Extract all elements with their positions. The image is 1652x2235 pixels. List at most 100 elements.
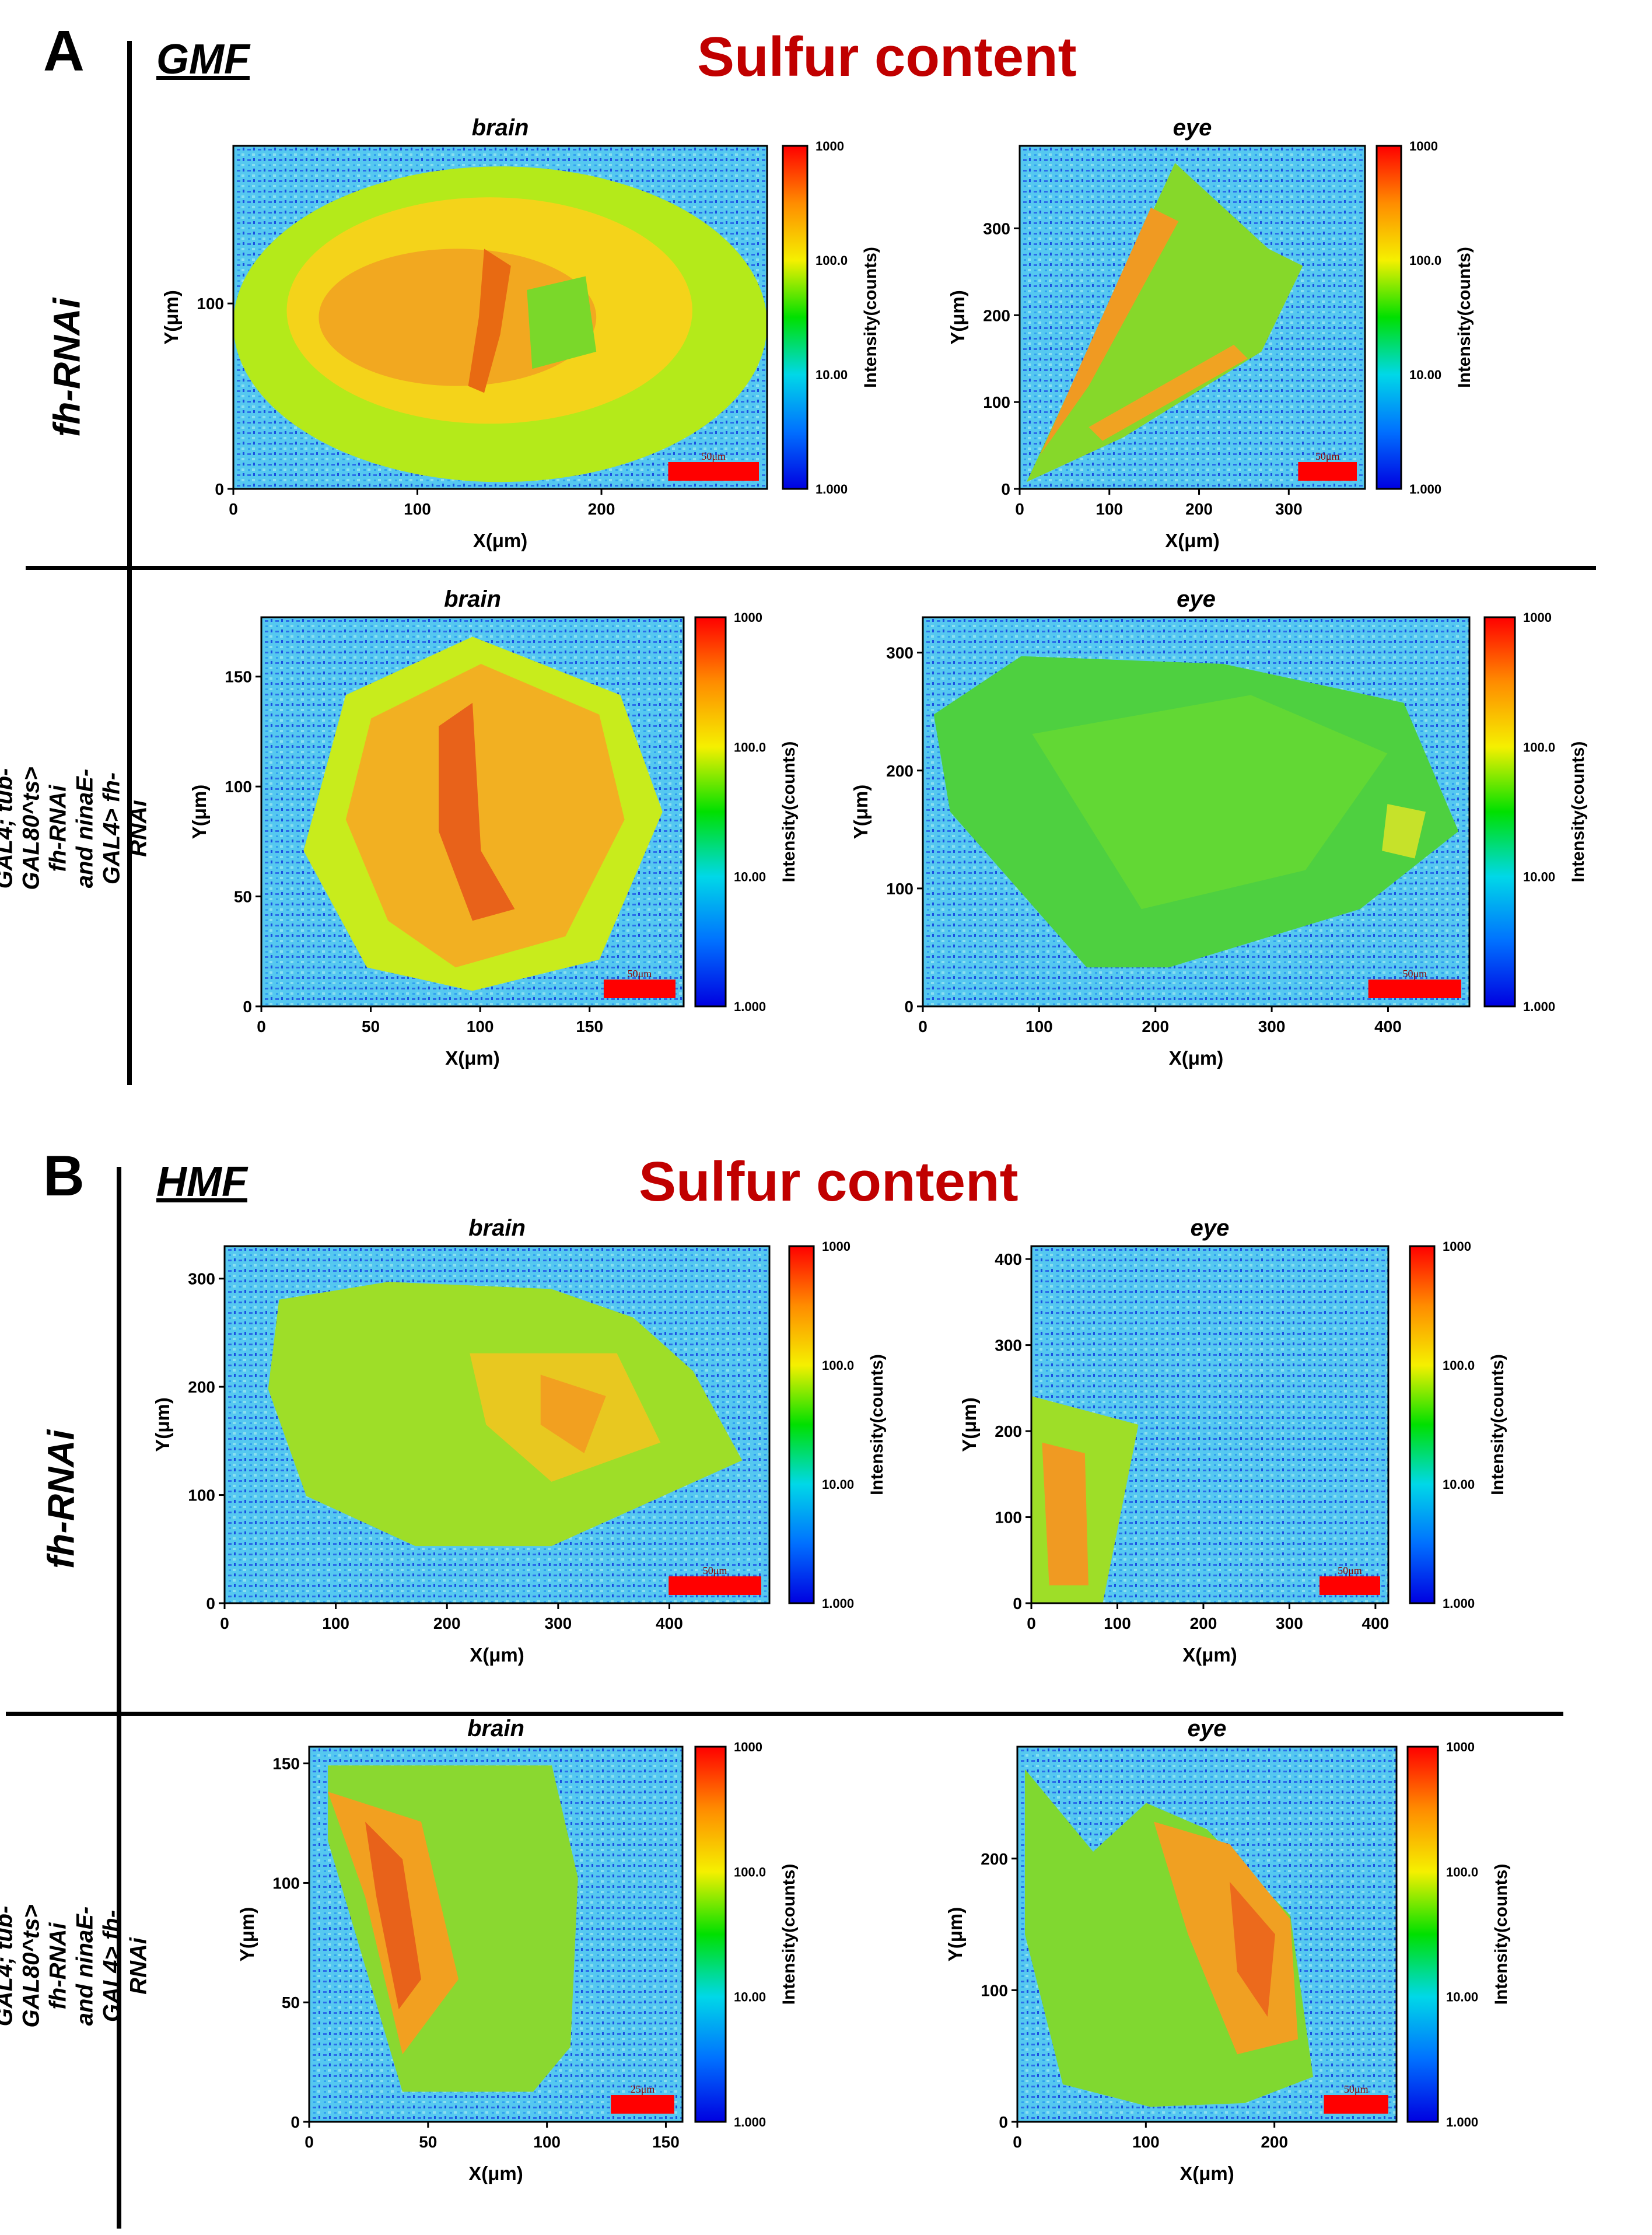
y-tick-label: 100 xyxy=(225,778,252,796)
heatmap-group: eye 0 100 200 300 400 0 100 200 300 400 X(μm) Y(μm) 5… xyxy=(958,1215,1507,1666)
colorbar-tick-label: 1.000 xyxy=(1446,2115,1478,2129)
colorbar xyxy=(788,1245,815,1604)
panel-letter-a: A xyxy=(43,19,85,83)
tissue-layer xyxy=(345,664,625,968)
x-tick-label: 400 xyxy=(656,1614,683,1632)
x-axis-label: X(μm) xyxy=(445,1047,500,1069)
colorbar-tick-label: 10.00 xyxy=(816,368,848,382)
x-tick-label: 100 xyxy=(1132,2133,1160,2151)
x-tick-label: 100 xyxy=(533,2133,561,2151)
plot-frame xyxy=(308,1746,684,2123)
y-tick-label: 300 xyxy=(188,1270,215,1288)
plot-frame xyxy=(1019,145,1366,490)
colorbar-title: Intensity(counts) xyxy=(779,741,799,883)
x-tick-label: 300 xyxy=(1276,1614,1303,1632)
condition-label-gmf: GMF xyxy=(156,36,250,83)
scale-bar xyxy=(1298,462,1357,481)
heatmap-group: brain 0 100 200 0 100 X(μm) Y(μm) 50μm 1000 100.0 1… xyxy=(160,115,880,551)
colorbar xyxy=(694,616,727,1008)
colorbar-tick-label: 1000 xyxy=(822,1239,850,1254)
map-a-repo-eye: eye 0 100 200 300 400 0 100 200 300 X(μm) Y(μm) 50μm… xyxy=(850,586,1588,1069)
plot-frame xyxy=(232,145,768,490)
condition-label-hmf: HMF xyxy=(156,1159,247,1205)
y-tick-label: 300 xyxy=(995,1337,1022,1355)
colorbar-tick-label: 10.00 xyxy=(1446,1990,1478,2005)
x-tick-label: 50 xyxy=(362,1017,380,1036)
colorbar-tick-label: 1.000 xyxy=(1443,1596,1475,1611)
scale-bar-label: 50μm xyxy=(703,1565,727,1576)
x-tick-label: 300 xyxy=(1258,1017,1286,1036)
map-a-repo-brain: brain 0 50 100 150 0 50 100 150 X(μm) Y(μm) 50μm 100… xyxy=(188,586,799,1069)
y-tick-label: 0 xyxy=(290,2113,300,2131)
panel-letter-b: B xyxy=(43,1143,85,1208)
tissue-layer xyxy=(540,1374,606,1453)
y-axis-label: Y(μm) xyxy=(958,1397,980,1452)
y-tick-label: 100 xyxy=(981,1981,1008,1999)
tissue-layer xyxy=(1042,1442,1088,1586)
x-tick-label: 400 xyxy=(1362,1614,1390,1632)
y-tick-label: 0 xyxy=(1001,480,1010,498)
y-tick-label: 100 xyxy=(197,295,224,313)
colorbar-title: Intensity(counts) xyxy=(1488,1354,1507,1495)
plot-title: brain xyxy=(444,586,501,612)
y-tick-label: 0 xyxy=(243,998,252,1016)
x-tick-label: 400 xyxy=(1374,1017,1402,1036)
colorbar-title: Intensity(counts) xyxy=(1455,247,1474,388)
x-tick-label: 150 xyxy=(576,1017,603,1036)
scale-bar-label: 25μm xyxy=(631,2083,655,2095)
y-tick-label: 100 xyxy=(983,393,1010,411)
scale-bar xyxy=(668,1576,761,1595)
colorbar-tick-label: 10.00 xyxy=(734,870,766,884)
panel-b-row-divider xyxy=(6,1712,1563,1716)
y-tick-label: 300 xyxy=(983,219,1010,237)
y-tick-label: 0 xyxy=(904,998,914,1016)
plot-frame xyxy=(922,616,1471,1008)
scale-bar-label: 50μm xyxy=(1338,1565,1362,1576)
y-tick-label: 400 xyxy=(995,1250,1022,1268)
colorbar-tick-label: 100.0 xyxy=(822,1358,854,1373)
scale-bar-label: 50μm xyxy=(1344,2083,1368,2095)
y-tick-label: 100 xyxy=(886,880,914,898)
x-tick-label: 100 xyxy=(1104,1614,1131,1632)
scale-bar-label: 50μm xyxy=(1315,450,1340,462)
colorbar-title: Intensity(counts) xyxy=(1569,741,1588,883)
x-tick-label: 0 xyxy=(918,1017,928,1036)
map-b-repo-brain: brain 0 50 100 150 0 50 100 150 X(μm) Y(μm) 25μm 100… xyxy=(236,1716,799,2184)
colorbar-tick-label: 1000 xyxy=(1523,610,1552,625)
y-tick-label: 200 xyxy=(188,1378,215,1396)
panel-a-vertical-divider xyxy=(127,41,132,1085)
heatmap-group: brain 0 50 100 150 0 50 100 150 X(μm) Y(μm) 50μm 100… xyxy=(188,586,799,1069)
x-axis-label: X(μm) xyxy=(1180,2163,1234,2184)
scale-bar-label: 50μm xyxy=(701,450,726,462)
colorbar xyxy=(1376,145,1402,490)
colorbar-title: Intensity(counts) xyxy=(867,1354,887,1495)
y-tick-label: 0 xyxy=(206,1594,215,1613)
y-tick-label: 300 xyxy=(886,644,914,662)
x-tick-label: 0 xyxy=(1015,500,1024,518)
x-axis-label: X(μm) xyxy=(1182,1644,1237,1666)
heatmap-group: brain 0 50 100 150 0 50 100 150 X(μm) Y(μm) 25μm 100… xyxy=(236,1716,799,2184)
colorbar-tick-label: 1000 xyxy=(1409,139,1438,153)
scale-bar xyxy=(603,980,676,998)
tissue-layer xyxy=(527,276,597,369)
row-label-b1: fh-RNAi xyxy=(40,1429,82,1569)
heatmap-group: eye 0 100 200 0 100 200 X(μm) Y(μm) 50μm 1000 100.0… xyxy=(944,1716,1511,2184)
x-tick-label: 200 xyxy=(1185,500,1213,518)
y-axis-label: Y(μm) xyxy=(160,290,182,345)
plot-frame xyxy=(1016,1746,1398,2123)
x-tick-label: 0 xyxy=(1027,1614,1036,1632)
plot-title: brain xyxy=(467,1716,524,1741)
map-b-fh-brain: brain 0 100 200 300 400 0 100 200 300 X(μm) Y(μm) 50… xyxy=(152,1215,887,1666)
x-tick-label: 50 xyxy=(419,2133,437,2151)
y-tick-label: 0 xyxy=(215,480,224,498)
panel-a-heading: Sulfur content xyxy=(697,26,1077,88)
colorbar-tick-label: 1.000 xyxy=(1409,482,1441,496)
tissue-region xyxy=(1026,163,1303,482)
colorbar-tick-label: 1000 xyxy=(816,139,844,153)
colorbar-tick-label: 1.000 xyxy=(1523,999,1555,1014)
tissue-region xyxy=(1025,1769,1313,2107)
plot-title: eye xyxy=(1173,115,1212,141)
y-tick-label: 200 xyxy=(983,306,1010,324)
tissue-layer xyxy=(468,249,511,393)
y-tick-label: 0 xyxy=(999,2113,1008,2131)
